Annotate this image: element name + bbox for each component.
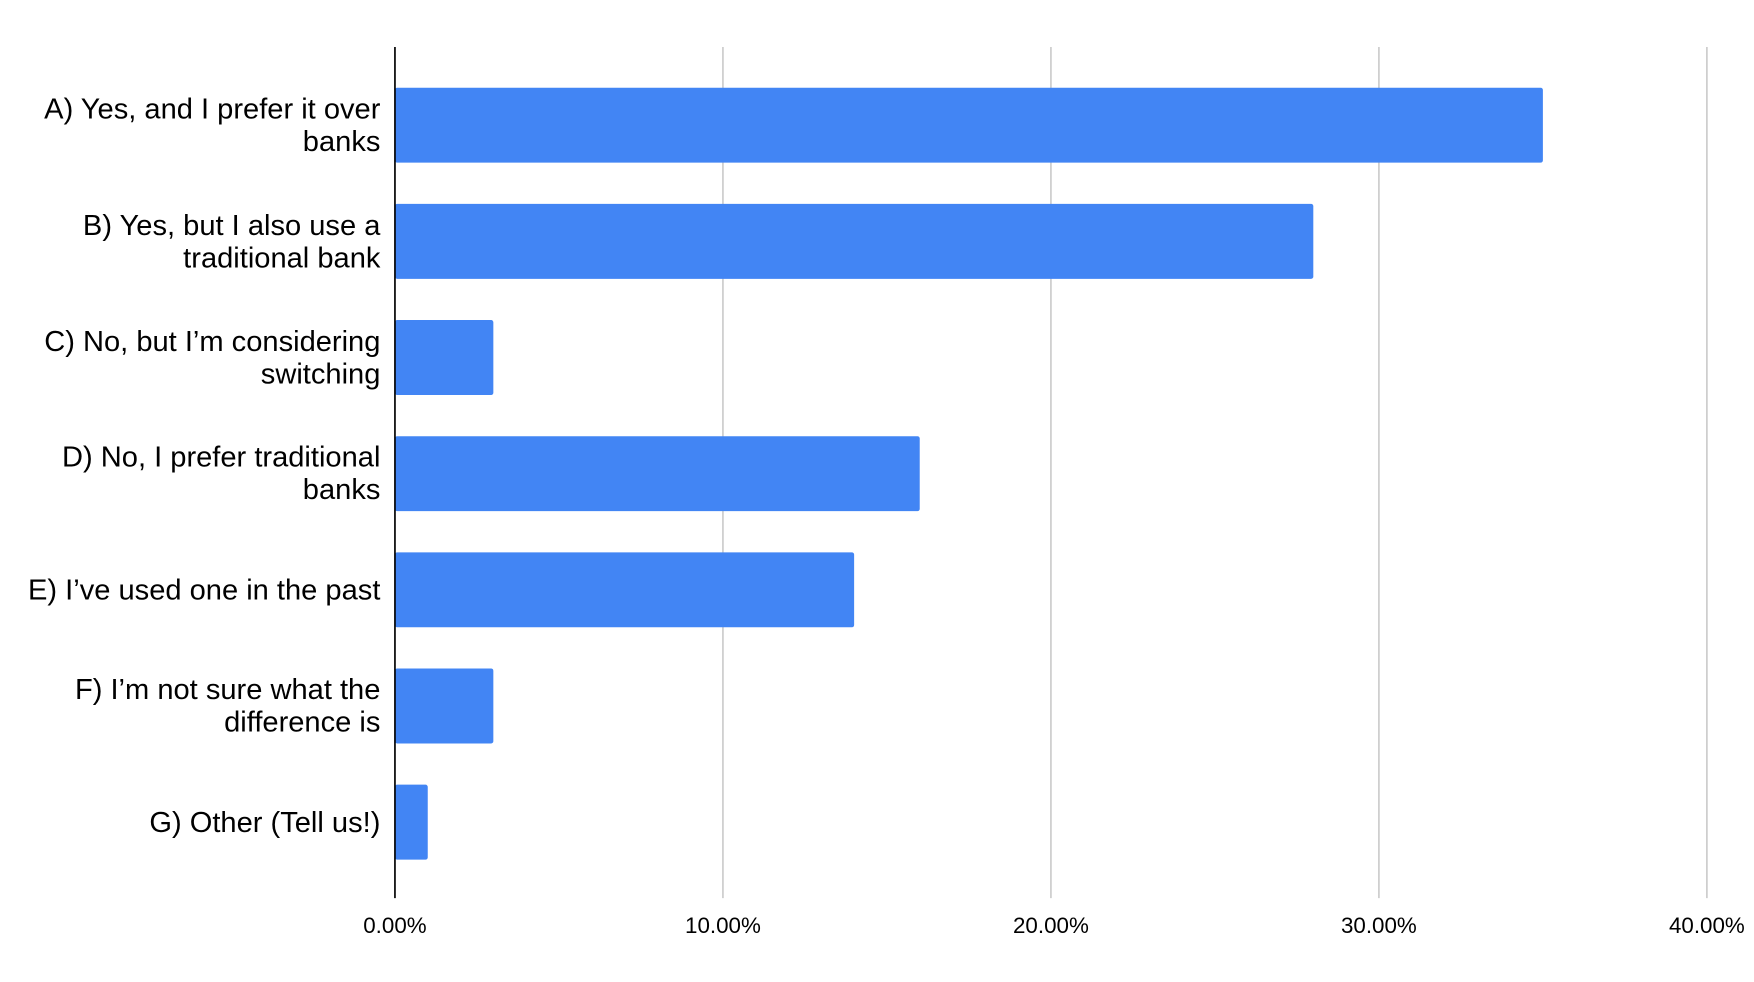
bar — [394, 784, 428, 860]
y-tick-label: G) Other (Tell us!) — [149, 804, 381, 839]
y-tick-label: D) No, I prefer traditional banks — [62, 440, 381, 507]
x-tick-label: 10.00% — [685, 913, 761, 938]
bar — [394, 320, 494, 395]
category-label-box: F) I’m not sure what the difference is — [74, 672, 381, 739]
x-tick-label: 20.00% — [1013, 913, 1089, 938]
category-label-box: A) Yes, and I prefer it over banks — [44, 91, 381, 158]
category-label-box: E) I’ve used one in the past — [27, 572, 381, 607]
category-label-box: C) No, but I’m considering switching — [44, 323, 381, 390]
y-tick-label: B) Yes, but I also use a traditional ban… — [82, 207, 381, 274]
category-label-box: B) Yes, but I also use a traditional ban… — [82, 207, 381, 274]
bar — [394, 668, 494, 744]
category-label-box: G) Other (Tell us!) — [149, 804, 381, 839]
y-tick-label: C) No, but I’m considering switching — [44, 323, 381, 390]
x-tick-label: 0.00% — [363, 913, 427, 938]
x-tick-label: 30.00% — [1341, 913, 1417, 938]
y-tick-label: F) I’m not sure what the difference is — [74, 672, 381, 739]
bar — [394, 87, 1543, 163]
y-tick-label: E) I’ve used one in the past — [27, 572, 381, 607]
bar — [394, 203, 1314, 279]
y-tick-label: A) Yes, and I prefer it over banks — [44, 91, 381, 158]
category-label-box: D) No, I prefer traditional banks — [62, 440, 381, 507]
x-tick-label: 40.00% — [1669, 913, 1745, 938]
bar — [394, 436, 920, 512]
bar — [394, 552, 855, 628]
